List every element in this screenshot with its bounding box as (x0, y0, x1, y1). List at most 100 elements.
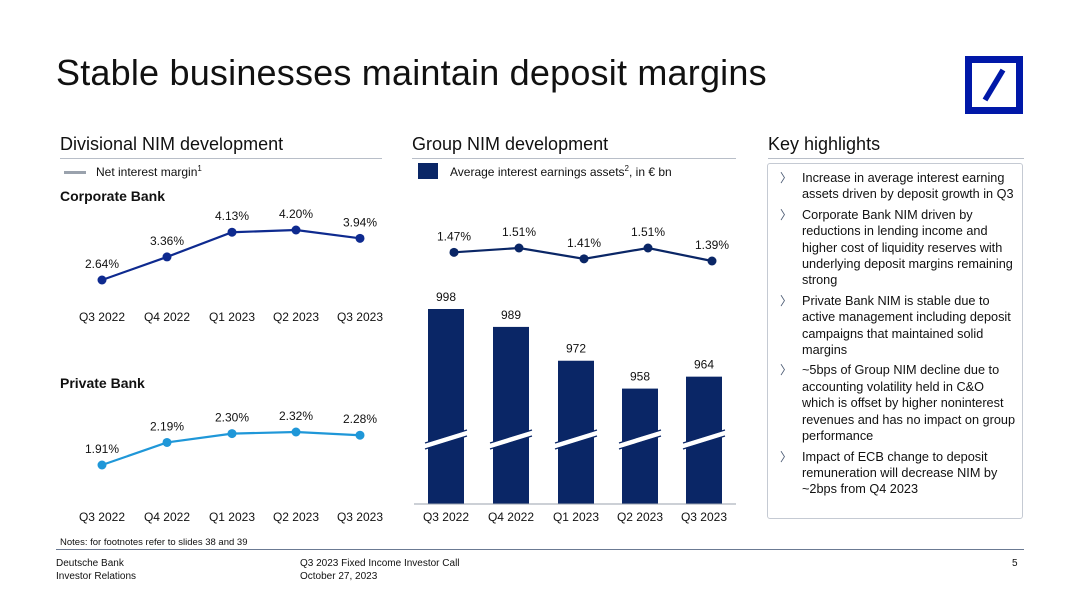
group-nim-point (707, 256, 717, 266)
axis-break-mark (554, 435, 598, 450)
highlight-item: 〉 ~5bps of Group NIM decline due to accou… (780, 362, 1016, 444)
group-divider (412, 158, 736, 159)
legend-line-swatch (64, 171, 86, 174)
group-nim-data-label: 1.39% (695, 238, 729, 252)
axis-break-mark (489, 429, 533, 444)
private-data-label: 2.28% (343, 412, 377, 426)
highlight-item: 〉 Impact of ECB change to deposit remuner… (780, 449, 1016, 498)
axis-break-mark (554, 429, 598, 444)
group-category-label: Q3 2022 (423, 510, 469, 524)
group-nim-point (514, 243, 524, 253)
highlight-text: Impact of ECB change to deposit remunera… (802, 449, 998, 497)
axis-break-gap (489, 430, 533, 449)
divisional-legend-label: Net interest margin (96, 165, 198, 179)
corporate-point (162, 252, 172, 262)
chevron-right-icon: 〉 (780, 171, 793, 185)
corporate-category-label: Q3 2022 (79, 310, 125, 324)
highlight-item: 〉 Corporate Bank NIM driven by reductions… (780, 207, 1016, 289)
group-legend: Average interest earnings assets2, in € … (450, 164, 672, 179)
axis-break-gap (424, 430, 468, 449)
private-data-label: 2.30% (215, 411, 249, 425)
corporate-bank-chart: 2.64% 3.36% 4.13% 4.20% 3.94% Q3 2022 Q4 2022 Q… (79, 207, 383, 324)
axis-break-mark (682, 435, 726, 450)
footnote-notes: Notes: for footnotes refer to slides 38 … (60, 537, 248, 548)
corporate-point (291, 225, 301, 235)
private-category-label: Q4 2022 (144, 510, 190, 524)
private-point (227, 429, 237, 439)
axis-break-mark (424, 429, 468, 444)
divisional-divider (60, 158, 382, 159)
corporate-category-label: Q1 2023 (209, 310, 255, 324)
corporate-point (227, 227, 237, 237)
footer-company-name: Deutsche Bank (56, 558, 124, 569)
corporate-data-label: 2.64% (85, 257, 119, 271)
group-nim-point (643, 243, 653, 253)
footer-event-name: Q3 2023 Fixed Income Investor Call (300, 558, 460, 569)
axis-break-mark (682, 429, 726, 444)
corporate-line (101, 228, 361, 282)
highlight-text: Private Bank NIM is stable due to active… (802, 293, 1011, 358)
private-category-label: Q1 2023 (209, 510, 255, 524)
axis-break-gap (554, 430, 598, 449)
group-nim-data-label: 1.47% (437, 229, 471, 243)
corporate-point (355, 233, 365, 243)
private-data-label: 2.19% (150, 419, 184, 433)
private-category-label: Q3 2022 (79, 510, 125, 524)
chevron-right-icon: 〉 (780, 207, 793, 222)
chevron-right-icon: 〉 (780, 293, 793, 308)
highlights-divider (768, 158, 1024, 159)
group-nim-point (579, 254, 589, 264)
group-nim-data-label: 1.51% (502, 225, 536, 239)
private-point (162, 437, 172, 447)
divisional-legend: Net interest margin1 (96, 164, 202, 179)
group-category-label: Q3 2023 (681, 510, 727, 524)
legend-bar-swatch (418, 163, 438, 179)
private-point (97, 460, 107, 470)
highlights-box: 〉 Increase in average interest earning as… (767, 163, 1023, 519)
footer-department: Investor Relations (56, 571, 137, 582)
footer-event-date: October 27, 2023 (300, 571, 378, 582)
corporate-data-label: 3.36% (150, 234, 184, 248)
group-legend-label: Average interest earnings assets (450, 165, 625, 179)
highlights-list: 〉 Increase in average interest earning as… (768, 164, 1022, 498)
chevron-right-icon: 〉 (780, 363, 793, 378)
highlight-text: ~5bps of Group NIM decline due to accoun… (802, 363, 1016, 444)
axis-break-gap (682, 430, 726, 449)
corporate-data-label: 3.94% (343, 215, 377, 229)
group-legend-suffix: , in € bn (629, 165, 672, 179)
group-category-label: Q4 2022 (488, 510, 534, 524)
corporate-point (97, 275, 107, 285)
corporate-category-label: Q4 2022 (144, 310, 190, 324)
group-bar (493, 326, 529, 504)
group-nim-chart: 1.47% 1.51% 1.41% 1.51% 1.39% 998 989 972 958 964… (414, 225, 736, 524)
divisional-heading: Divisional NIM development (60, 134, 284, 154)
highlight-text: Corporate Bank NIM driven by reductions … (802, 207, 1013, 288)
page-number: 5 (1012, 558, 1018, 569)
group-bar-label: 964 (694, 358, 714, 372)
group-heading: Group NIM development (412, 134, 609, 154)
highlight-item: 〉 Private Bank NIM is stable due to activ… (780, 293, 1016, 359)
highlight-item: 〉 Increase in average interest earning as… (780, 170, 1016, 203)
axis-break-mark (618, 429, 662, 444)
highlights-heading: Key highlights (768, 134, 881, 154)
axis-break-mark (424, 435, 468, 450)
group-nim-data-label: 1.51% (631, 225, 665, 239)
private-bank-title: Private Bank (60, 375, 145, 391)
group-category-label: Q2 2023 (617, 510, 663, 524)
footer-company: Deutsche Bank Investor Relations (56, 557, 136, 583)
group-nim-data-label: 1.41% (567, 236, 601, 250)
group-legend-footnote: 2 (624, 164, 629, 173)
group-nim-point (449, 247, 459, 257)
footer-divider (56, 549, 1024, 550)
private-category-label: Q3 2023 (337, 510, 383, 524)
private-data-label: 2.32% (279, 409, 313, 423)
private-category-label: Q2 2023 (273, 510, 319, 524)
axis-break-mark (489, 435, 533, 450)
corporate-bank-title: Corporate Bank (60, 188, 166, 204)
group-bar-label: 958 (630, 370, 650, 384)
private-point (355, 430, 365, 440)
axis-break-gap (618, 430, 662, 449)
group-bar-label: 998 (436, 290, 456, 304)
group-category-label: Q1 2023 (553, 510, 599, 524)
highlight-text: Increase in average interest earning ass… (802, 171, 1014, 202)
